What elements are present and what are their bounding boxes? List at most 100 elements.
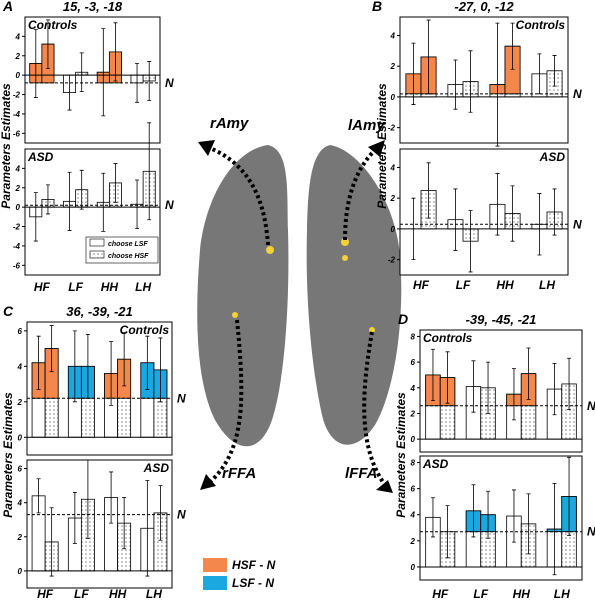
- error-bar: [36, 335, 41, 390]
- y-tick-label: -6: [13, 129, 21, 138]
- y-tick-label: 4: [390, 31, 396, 40]
- error-bar: [135, 179, 140, 229]
- y-tick-label: 4: [15, 32, 21, 41]
- right-hemisphere: [197, 145, 289, 447]
- error-bar: [122, 497, 127, 550]
- y-axis-label: Parameters Estimates: [394, 392, 408, 518]
- error-bar: [526, 347, 531, 400]
- error-bar: [113, 22, 118, 82]
- error-bar: [567, 357, 572, 411]
- n-label: N: [587, 399, 595, 413]
- error-bar: [510, 185, 515, 242]
- y-tick-label: -2: [13, 223, 21, 232]
- activation: [232, 312, 238, 318]
- x-tick-label: LF: [68, 280, 83, 294]
- panel-title: 36, -39, -21: [66, 304, 133, 319]
- error-bar: [495, 22, 500, 147]
- n-label: N: [177, 508, 186, 522]
- error-bar: [453, 188, 458, 251]
- y-tick-label: -4: [13, 242, 21, 251]
- legend-label: choose LSF: [108, 241, 148, 248]
- y-tick-label: -6: [13, 261, 21, 270]
- error-bar: [552, 55, 557, 87]
- error-bar: [72, 330, 77, 403]
- y-tick-label: -2: [13, 91, 21, 100]
- error-bar: [79, 169, 84, 210]
- activation: [369, 327, 375, 333]
- error-bar: [526, 493, 531, 555]
- y-tick-label: 0: [411, 435, 416, 444]
- y-tick-label: -4: [13, 110, 21, 119]
- y-tick-label: 2: [390, 62, 396, 71]
- y-tick-label: 8: [411, 459, 416, 468]
- error-bar: [453, 59, 458, 110]
- y-tick-label: 4: [410, 511, 416, 520]
- error-bar: [511, 368, 516, 421]
- error-bar: [552, 362, 557, 416]
- error-bar: [411, 42, 416, 105]
- activation: [266, 246, 274, 254]
- y-tick-label: 2: [15, 184, 21, 193]
- n-label: N: [177, 391, 186, 405]
- error-bar: [158, 485, 163, 541]
- n-label: N: [573, 217, 582, 231]
- error-bar: [468, 210, 473, 273]
- y-tick-label: 0: [391, 93, 396, 102]
- error-bar: [430, 497, 435, 538]
- n-label: N: [587, 525, 595, 539]
- x-tick-label: HF: [37, 587, 54, 601]
- region-label: lFFA: [345, 465, 378, 482]
- error-bar: [122, 332, 127, 387]
- y-axis-label: Parameters Estimates: [1, 392, 15, 518]
- error-bar: [85, 459, 90, 539]
- group-label: ASD: [27, 150, 54, 164]
- y-tick-label: 4: [17, 362, 23, 371]
- arrowheads: [198, 140, 393, 493]
- error-bar: [486, 361, 491, 414]
- error-bar: [445, 351, 450, 404]
- n-label: N: [165, 198, 174, 212]
- y-tick-label: 0: [18, 433, 23, 442]
- x-tick-label: LF: [473, 587, 488, 601]
- error-bar: [471, 360, 476, 413]
- activation: [342, 255, 348, 261]
- y-tick-label: 0: [16, 203, 21, 212]
- panel-letter: C: [3, 303, 14, 319]
- legend-swatch: [89, 238, 105, 247]
- y-tick-label: 0: [16, 71, 21, 80]
- y-tick-label: 0: [18, 567, 23, 576]
- n-label: N: [165, 76, 174, 90]
- y-tick-label: 0: [391, 225, 396, 234]
- y-tick-label: 4: [15, 164, 21, 173]
- y-tick-label: 2: [390, 194, 396, 203]
- error-bar: [72, 492, 77, 545]
- error-bar: [49, 507, 54, 577]
- error-bar: [49, 325, 54, 373]
- error-bar: [495, 173, 500, 236]
- x-tick-label: HF: [34, 280, 51, 294]
- y-tick-label: 8: [411, 332, 416, 341]
- x-tick-label: HH: [101, 280, 119, 294]
- error-bar: [109, 471, 114, 524]
- error-bar: [33, 29, 38, 98]
- y-tick-label: 4: [410, 384, 416, 393]
- y-tick-label: 2: [17, 533, 23, 542]
- legend-label: choose HSF: [108, 253, 149, 260]
- brain: [197, 140, 402, 493]
- error-bar: [486, 490, 491, 539]
- error-bar: [45, 184, 50, 215]
- y-tick-label: 4: [17, 499, 23, 508]
- error-bar: [510, 22, 515, 70]
- legend-swatch: [89, 250, 105, 259]
- error-bar: [147, 61, 152, 101]
- arrows: [208, 146, 387, 487]
- group-label: ASD: [143, 461, 170, 475]
- panel-title: -27, 0, -12: [454, 0, 514, 14]
- group-label: ASD: [539, 150, 566, 164]
- legend-swatch: [203, 576, 227, 590]
- error-bar: [158, 337, 163, 403]
- error-bar: [511, 489, 516, 543]
- error-bar: [145, 480, 150, 577]
- panel-letter: B: [372, 0, 382, 14]
